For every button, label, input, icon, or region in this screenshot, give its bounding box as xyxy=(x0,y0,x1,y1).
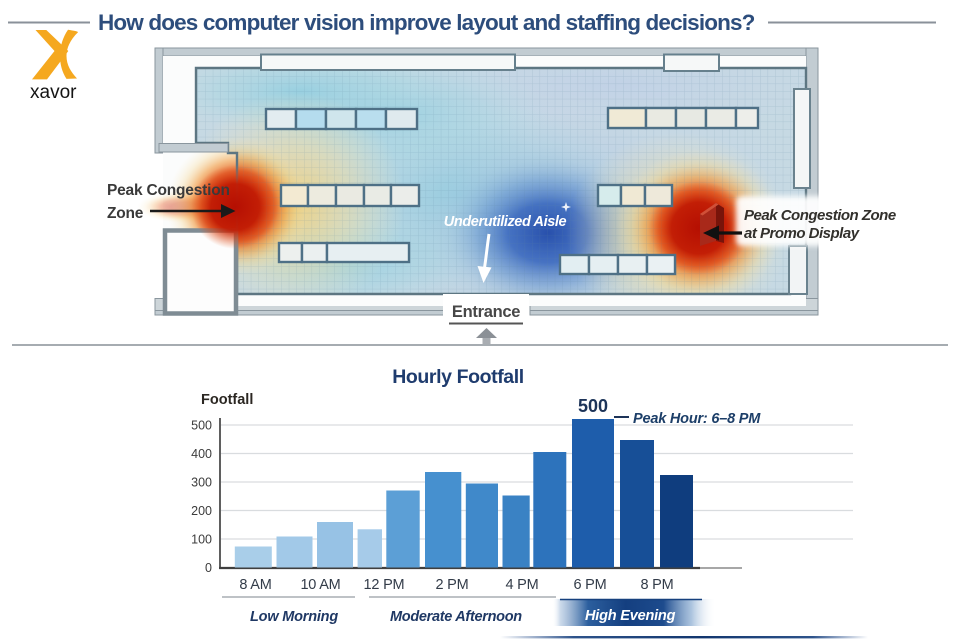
svg-text:500: 500 xyxy=(578,396,608,416)
svg-text:Entrance: Entrance xyxy=(452,303,520,321)
svg-text:Peak Congestion Zone: Peak Congestion Zone xyxy=(744,207,896,224)
svg-text:12 PM: 12 PM xyxy=(364,577,405,593)
svg-text:8 AM: 8 AM xyxy=(239,577,271,593)
svg-text:Zone: Zone xyxy=(107,205,144,222)
svg-text:Moderate Afternoon: Moderate Afternoon xyxy=(390,609,522,625)
svg-text:500: 500 xyxy=(191,419,212,433)
svg-text:6 PM: 6 PM xyxy=(573,577,606,593)
svg-text:300: 300 xyxy=(191,476,212,490)
svg-text:Low Morning: Low Morning xyxy=(250,609,338,625)
svg-text:Hourly Footfall: Hourly Footfall xyxy=(392,366,524,388)
svg-text:Footfall: Footfall xyxy=(201,392,253,408)
svg-text:Underutilized Aisle: Underutilized Aisle xyxy=(444,214,567,230)
svg-text:How does computer vision impro: How does computer vision improve layout … xyxy=(98,10,755,35)
svg-text:0: 0 xyxy=(205,561,212,575)
svg-text:xavor: xavor xyxy=(30,82,77,103)
svg-text:8 PM: 8 PM xyxy=(640,577,673,593)
svg-text:4 PM: 4 PM xyxy=(505,577,538,593)
svg-text:200: 200 xyxy=(191,504,212,518)
svg-text:400: 400 xyxy=(191,447,212,461)
svg-text:Peak Congestion: Peak Congestion xyxy=(107,182,230,199)
svg-text:100: 100 xyxy=(191,533,212,547)
svg-text:2 PM: 2 PM xyxy=(435,577,468,593)
svg-text:10 AM: 10 AM xyxy=(300,577,340,593)
svg-text:Peak Hour: 6–8 PM: Peak Hour: 6–8 PM xyxy=(633,411,761,427)
svg-text:High Evening: High Evening xyxy=(585,608,676,624)
svg-text:at Promo Display: at Promo Display xyxy=(744,225,860,242)
